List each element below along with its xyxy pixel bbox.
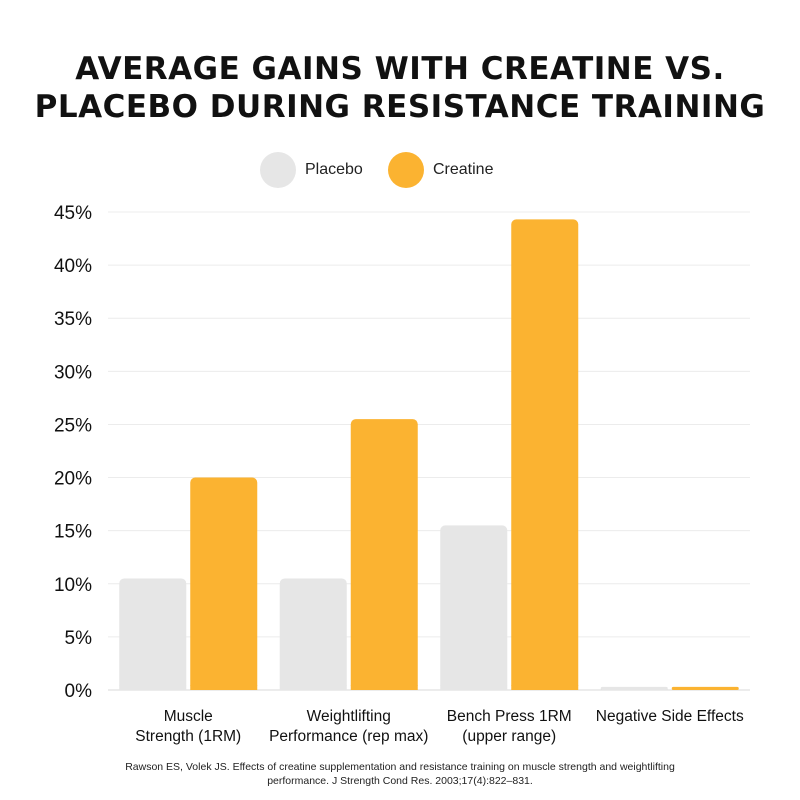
legend-label-creatine: Creatine — [433, 161, 494, 178]
source-citation: Rawson ES, Volek JS. Effects of creatine… — [0, 760, 800, 788]
bar-creatine — [190, 477, 258, 690]
bar-placebo-base — [279, 685, 347, 690]
x-category-label: Negative Side Effects — [596, 708, 744, 725]
y-tick-label: 20% — [54, 469, 92, 490]
x-category-label: Bench Press 1RM — [447, 708, 572, 725]
bar-placebo-base — [119, 685, 187, 690]
y-tick-label: 0% — [65, 681, 93, 702]
x-category-label: Performance (rep max) — [269, 728, 428, 745]
bar-placebo-base — [440, 685, 508, 690]
bar-placebo — [119, 578, 187, 690]
bar-placebo — [279, 578, 347, 690]
y-tick-label: 25% — [54, 415, 92, 436]
legend-item-placebo: Placebo — [260, 152, 363, 188]
y-tick-label: 35% — [54, 309, 92, 330]
bar-placebo — [600, 686, 668, 690]
y-tick-label: 15% — [54, 522, 92, 543]
chart-legend: Placebo Creatine — [0, 152, 800, 188]
y-tick-label: 40% — [54, 256, 92, 277]
chart-title-line-2: PLACEBO DURING RESISTANCE TRAINING — [34, 89, 766, 125]
legend-label-placebo: Placebo — [305, 161, 363, 178]
bar-creatine-base — [190, 685, 258, 690]
x-category-label: Strength (1RM) — [135, 728, 241, 745]
y-tick-label: 5% — [65, 628, 93, 649]
y-tick-label: 45% — [54, 203, 92, 224]
bar-creatine-base — [511, 685, 579, 690]
legend-item-creatine: Creatine — [388, 152, 493, 188]
bar-creatine — [671, 686, 739, 690]
source-line-1: Rawson ES, Volek JS. Effects of creatine… — [125, 761, 675, 773]
source-line-2: performance. J Strength Cond Res. 2003;1… — [267, 775, 533, 787]
legend-swatch-creatine — [388, 152, 424, 188]
x-category-label: Weightlifting — [307, 708, 391, 725]
chart-title: AVERAGE GAINS WITH CREATINE VS. PLACEBO … — [0, 50, 800, 126]
bar-creatine — [350, 419, 418, 690]
y-tick-label: 30% — [54, 362, 92, 383]
y-tick-label: 10% — [54, 575, 92, 596]
bar-creatine — [511, 219, 579, 691]
x-category-label: (upper range) — [462, 728, 556, 745]
chart-title-line-1: AVERAGE GAINS WITH CREATINE VS. — [75, 51, 725, 87]
bar-creatine-base — [350, 685, 418, 690]
legend-swatch-placebo — [260, 152, 296, 188]
x-category-label: Muscle — [164, 708, 213, 725]
bar-placebo — [440, 525, 508, 690]
